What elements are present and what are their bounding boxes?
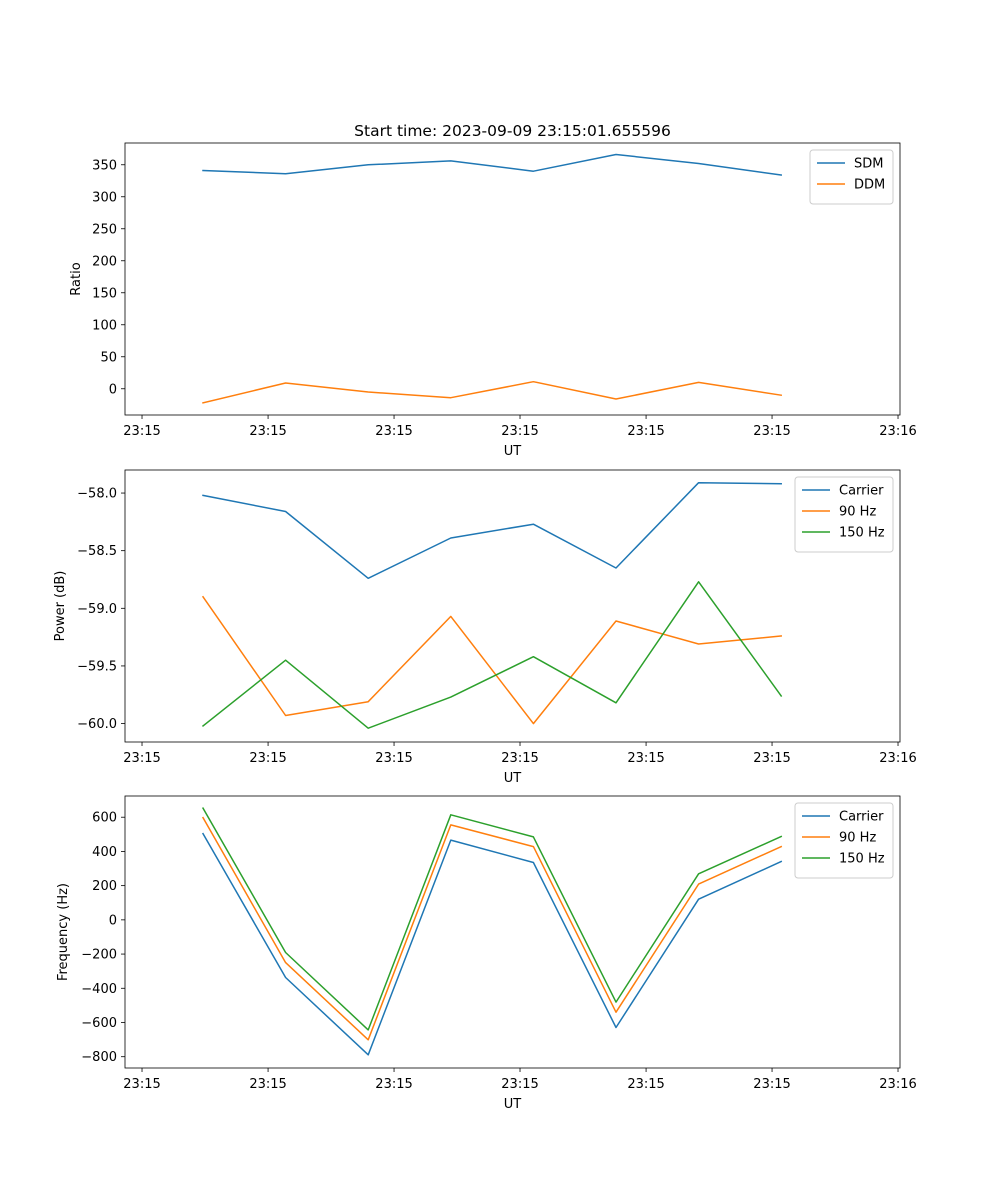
legend-box	[794, 802, 894, 879]
series-line-150-hz	[201, 807, 783, 1031]
y-axis-label: Ratio	[69, 262, 84, 295]
x-tick-label: 23:15	[501, 1077, 538, 1092]
x-tick-label: 23:15	[753, 751, 790, 766]
subplot-3: 23:15 23:15 23:15 23:15 23:15 23:15 23:16 −800 −…	[56, 795, 917, 1112]
legend-label-90-hz: 90 Hz	[839, 831, 876, 846]
x-tick-label: 23:15	[627, 751, 664, 766]
axes-frame	[124, 469, 901, 743]
y-axis-label: Frequency (Hz)	[56, 883, 71, 981]
y-tick-label: 250	[92, 222, 117, 237]
legend: Carrier 90 Hz 150 Hz	[794, 802, 894, 879]
y-tick-label: 0	[109, 382, 117, 397]
x-tick-label: 23:15	[249, 424, 286, 439]
subplot-1: 23:15 23:15 23:15 23:15 23:15 23:15 23:16 0 50 10…	[69, 142, 917, 459]
series-line-ddm	[202, 380, 783, 404]
series-line-carrier	[201, 832, 783, 1056]
y-tick-label: 350	[92, 158, 117, 173]
x-tick-label: 23:15	[123, 1077, 160, 1092]
y-tick-label: 600	[92, 811, 117, 826]
legend-label-sdm: SDM	[854, 157, 883, 172]
x-tick-label: 23:16	[879, 1077, 916, 1092]
subplot-2: 23:15 23:15 23:15 23:15 23:15 23:15 23:16 −60.0…	[53, 469, 917, 786]
legend-box	[794, 476, 894, 553]
legend-label-150-hz: 150 Hz	[839, 526, 885, 541]
y-tick-label: 400	[92, 845, 117, 860]
y-tick-label: 200	[92, 879, 117, 894]
x-tick-label: 23:15	[375, 1077, 412, 1092]
y-tick-label: 100	[92, 318, 117, 333]
axes-frame	[124, 795, 901, 1069]
x-axis-label: UT	[504, 444, 522, 459]
axes-frame	[124, 142, 901, 416]
legend-label-ddm: DDM	[854, 178, 885, 193]
x-tick-label: 23:15	[249, 1077, 286, 1092]
x-tick-label: 23:15	[501, 424, 538, 439]
y-tick-label: 0	[109, 913, 117, 928]
x-tick-label: 23:15	[375, 751, 412, 766]
y-tick-label: −400	[81, 982, 117, 997]
figure-title: Start time: 2023-09-09 23:15:01.655596	[354, 122, 671, 140]
y-axis-label: Power (dB)	[53, 571, 68, 642]
legend-label-150-hz: 150 Hz	[839, 852, 885, 867]
y-tick-label: −59.5	[77, 659, 117, 674]
y-tick-label: −59.0	[77, 602, 117, 617]
y-tick-label: 150	[92, 286, 117, 301]
x-tick-label: 23:15	[501, 751, 538, 766]
x-tick-label: 23:15	[753, 424, 790, 439]
legend: Carrier 90 Hz 150 Hz	[794, 476, 894, 553]
series-line-90-hz	[201, 816, 783, 1041]
y-tick-label: −58.5	[77, 544, 117, 559]
x-tick-label: 23:15	[123, 751, 160, 766]
series-line-carrier	[202, 481, 782, 580]
series-line-90-hz	[201, 595, 783, 725]
legend-label-carrier: Carrier	[839, 484, 884, 499]
y-tick-label: −60.0	[77, 717, 117, 732]
x-tick-label: 23:15	[375, 424, 412, 439]
x-tick-label: 23:15	[753, 1077, 790, 1092]
series-line-sdm	[202, 153, 783, 176]
x-tick-label: 23:15	[249, 751, 286, 766]
legend-label-90-hz: 90 Hz	[839, 505, 876, 520]
y-tick-label: 50	[100, 350, 117, 365]
y-tick-label: −200	[81, 948, 117, 963]
x-axis-label: UT	[504, 771, 522, 786]
x-tick-label: 23:16	[879, 424, 916, 439]
legend: SDM DDM	[809, 149, 894, 205]
x-tick-label: 23:15	[627, 1077, 664, 1092]
y-tick-label: 300	[92, 190, 117, 205]
series-line-150-hz	[201, 581, 783, 729]
y-tick-label: 200	[92, 254, 117, 269]
legend-label-carrier: Carrier	[839, 810, 884, 825]
x-axis-label: UT	[504, 1097, 522, 1112]
x-tick-label: 23:15	[627, 424, 664, 439]
y-tick-label: −58.0	[77, 487, 117, 502]
x-tick-label: 23:15	[123, 424, 160, 439]
y-tick-label: −800	[81, 1050, 117, 1065]
x-tick-label: 23:16	[879, 751, 916, 766]
y-tick-label: −600	[81, 1016, 117, 1031]
